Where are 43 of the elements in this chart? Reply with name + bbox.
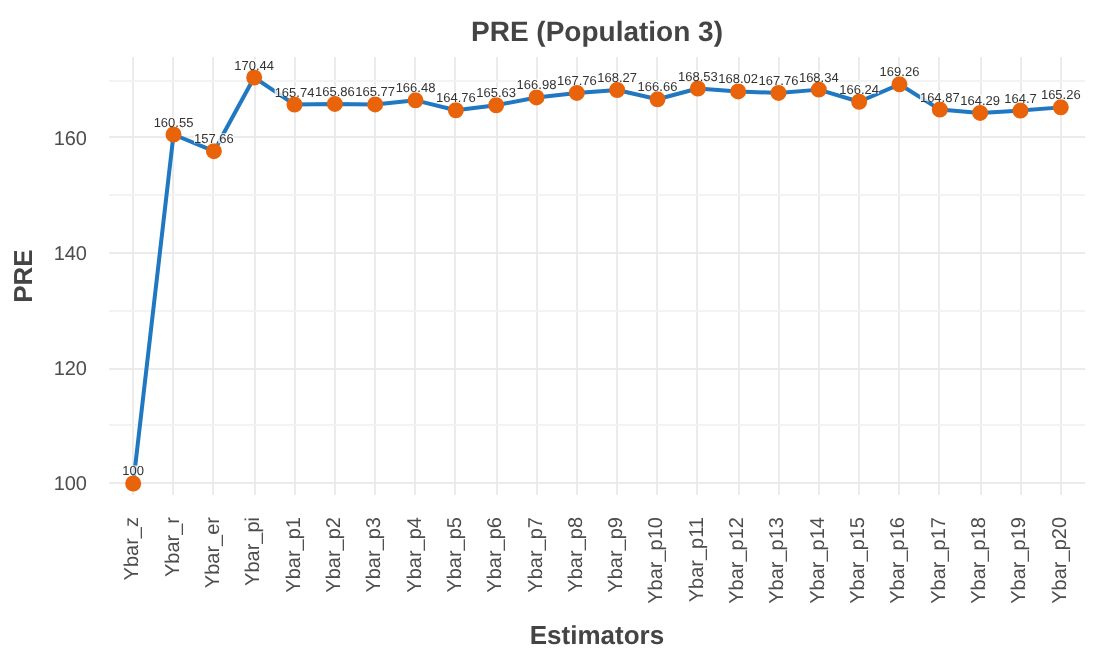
- y-tick-label: 140: [53, 243, 88, 266]
- x-tick-label: Ybar_p10: [646, 516, 669, 604]
- x-tick-label: Ybar_p17: [928, 516, 951, 604]
- point: [1012, 102, 1029, 119]
- point: [891, 76, 908, 93]
- point: [407, 92, 424, 109]
- x-tick-label: Ybar_pi: [243, 517, 266, 586]
- point: [205, 143, 222, 160]
- y-tick-label: 100: [53, 474, 88, 497]
- x-tick-label: Ybar_p20: [1049, 516, 1072, 604]
- x-tick-label: Ybar_p14: [807, 516, 830, 604]
- point: [447, 102, 464, 119]
- x-tick-label: Ybar_er: [202, 515, 225, 589]
- x-tick-label: Ybar_p8: [565, 516, 588, 593]
- x-tick-label: Ybar_r: [162, 515, 185, 578]
- x-tick-label: Ybar_p16: [888, 516, 911, 604]
- x-tick-label: Ybar_p2: [323, 516, 346, 593]
- chart-title: PRE (Population 3): [471, 15, 723, 47]
- x-axis-title: Estimators: [529, 619, 665, 650]
- y-axis-title: PRE: [7, 248, 38, 303]
- point: [1052, 99, 1069, 116]
- y-tick-label: 120: [53, 359, 88, 382]
- point: [609, 82, 626, 99]
- x-tick-label: Ybar_p3: [364, 516, 387, 593]
- point: [367, 96, 384, 113]
- x-tick-label: Ybar_p11: [686, 516, 709, 603]
- x-tick-label: Ybar_z: [122, 516, 145, 581]
- x-tick-label: Ybar_p9: [606, 516, 629, 593]
- x-tick-label: Ybar_p5: [444, 516, 467, 593]
- x-tick-label: Ybar_p4: [404, 516, 427, 593]
- x-tick-label: Ybar_p7: [525, 516, 548, 593]
- y-tick-label: 160: [53, 128, 88, 151]
- x-tick-label: Ybar_p12: [727, 516, 750, 604]
- x-tick-label: Ybar_p18: [969, 516, 992, 604]
- point: [649, 91, 666, 108]
- x-tick-label: Ybar_p1: [283, 516, 306, 593]
- x-tick-label: Ybar_p15: [848, 516, 871, 604]
- x-tick-label: Ybar_p6: [485, 516, 508, 593]
- point: [125, 475, 142, 492]
- point: [488, 97, 505, 114]
- x-tick-label: Ybar_p13: [767, 516, 790, 604]
- x-tick-label: Ybar_p19: [1009, 516, 1032, 604]
- point: [528, 89, 545, 106]
